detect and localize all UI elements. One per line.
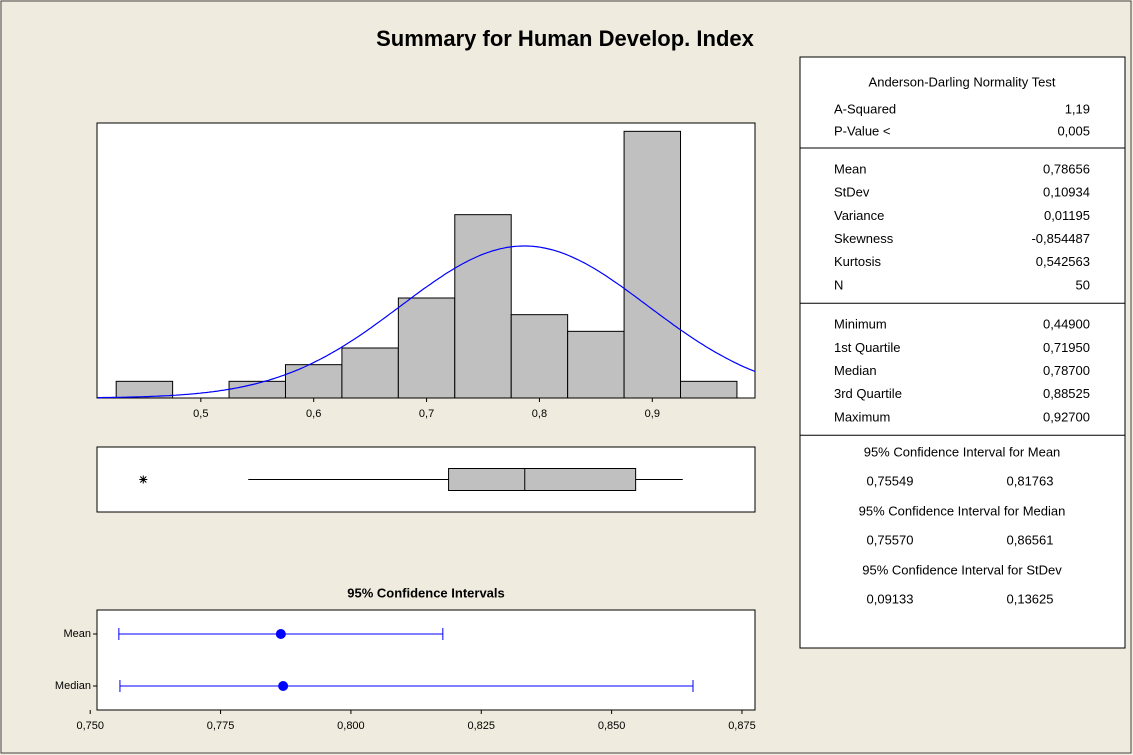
x-tick-label: 0,9	[645, 408, 660, 420]
bar	[567, 330, 625, 399]
x-tick-label: 0,825	[468, 720, 496, 732]
interval-title: 95% Confidence Intervals	[347, 585, 505, 600]
box	[448, 468, 637, 491]
stat-value: 1,19	[1065, 101, 1090, 116]
stat-value: 50	[1076, 277, 1090, 292]
y-tick-label: Median	[55, 680, 91, 692]
x-tick-label: 0,850	[598, 720, 626, 732]
bar	[284, 364, 343, 399]
bar	[115, 380, 174, 399]
interval-frame	[96, 609, 756, 711]
stat-value: 0,10934	[1043, 185, 1090, 200]
bar	[454, 214, 512, 399]
bar	[510, 314, 569, 399]
bar	[623, 130, 682, 399]
stat-label: Skewness	[834, 231, 894, 246]
y-tick-label: Mean	[63, 628, 91, 640]
x-tick-label: 0,775	[207, 720, 235, 732]
stat-label: 3rd Quartile	[834, 386, 902, 401]
x-tick-label: 0,800	[337, 720, 365, 732]
stat-label: Kurtosis	[834, 254, 881, 269]
stat-label: A-Squared	[834, 101, 896, 116]
x-tick-label: 0,5	[193, 408, 208, 420]
estimate	[278, 681, 289, 691]
stat-label: StDev	[834, 185, 870, 200]
stat-value: 0,92700	[1043, 409, 1090, 424]
interval-title: 95% Confidence Interval for Median	[859, 503, 1066, 518]
x-tick-label: 0,8	[532, 408, 547, 420]
outlier	[139, 475, 148, 484]
x-tick-label: 0,750	[76, 720, 104, 732]
stat-value: 0,542563	[1036, 254, 1090, 269]
stat-value: 0,01195	[1044, 208, 1090, 223]
bar	[397, 297, 456, 399]
stat-label: N	[834, 277, 843, 292]
section-title: Anderson-Darling Normality Test	[869, 74, 1056, 89]
interval-value: 0,75570	[867, 532, 914, 547]
bar	[341, 347, 399, 399]
x-tick-label: 0,875	[728, 720, 756, 732]
stat-value: 0,78700	[1043, 363, 1090, 378]
stat-label: P-Value <	[834, 123, 891, 138]
interval-value: 0,86561	[1007, 532, 1054, 547]
bar	[680, 380, 738, 399]
stat-label: Mean	[834, 161, 867, 176]
interval-value: 0,13625	[1007, 591, 1054, 606]
stat-value: -0,854487	[1031, 231, 1090, 246]
interval-value: 0,75549	[867, 473, 914, 488]
stat-label: Median	[834, 363, 877, 378]
interval-title: 95% Confidence Interval for StDev	[862, 562, 1062, 577]
x-tick-label: 0,6	[306, 408, 321, 420]
stat-label: Minimum	[834, 317, 887, 332]
estimate	[275, 629, 286, 639]
stat-value: 0,71950	[1043, 340, 1090, 355]
interval-title: 95% Confidence Interval for Mean	[864, 444, 1061, 459]
stats-table	[799, 56, 1126, 649]
title: Summary for Human Develop. Index	[376, 26, 755, 51]
stat-value: 0,78656	[1043, 161, 1090, 176]
stat-label: 1st Quartile	[834, 340, 900, 355]
x-tick-label: 0,7	[419, 408, 434, 420]
stat-value: 0,005	[1057, 123, 1090, 138]
interval-value: 0,09133	[867, 591, 914, 606]
interval-value: 0,81763	[1007, 473, 1054, 488]
stat-label: Variance	[834, 208, 884, 223]
normal-curve	[97, 245, 756, 399]
stat-label: Maximum	[834, 409, 890, 424]
stat-value: 0,44900	[1043, 317, 1090, 332]
stat-value: 0,88525	[1043, 386, 1090, 401]
